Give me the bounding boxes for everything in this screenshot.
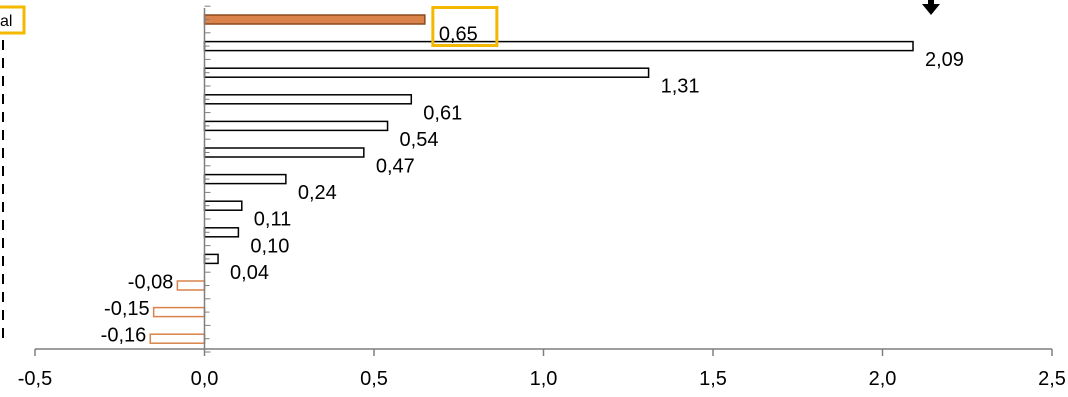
value-label: 1,31 xyxy=(661,76,700,98)
value-label: 0,24 xyxy=(298,182,337,204)
value-label: 0,54 xyxy=(400,129,439,151)
value-label: -0,15 xyxy=(104,298,150,320)
value-labels: 0,65 2,09 1,31 0,61 0,54 0,47 0,24 0,11 0,10 0,04… xyxy=(101,24,964,347)
bars xyxy=(149,14,914,344)
x-tick-label: 2,5 xyxy=(1038,368,1066,390)
x-tick-labels: -0,5 0,0 0,5 1,0 1,5 2,0 2,5 xyxy=(18,368,1066,390)
axes xyxy=(34,5,1053,356)
bar xyxy=(203,120,389,132)
bar xyxy=(203,94,413,105)
x-tick-label: 1,5 xyxy=(699,368,727,390)
bar xyxy=(203,14,426,25)
down-arrow-icon xyxy=(922,4,940,15)
value-label: 0,47 xyxy=(376,156,415,178)
category-callout-box xyxy=(0,5,26,35)
x-tick-label: 0,5 xyxy=(360,368,388,390)
annotations: al xyxy=(0,0,940,345)
down-arrow-icon-shaft xyxy=(928,0,934,5)
bar xyxy=(203,147,365,158)
value-callout-box xyxy=(431,6,499,47)
value-label: 2,09 xyxy=(925,49,964,71)
value-label: -0,16 xyxy=(101,325,147,347)
bar xyxy=(203,40,914,52)
bar xyxy=(152,306,206,318)
value-label: 0,10 xyxy=(250,235,289,257)
bar xyxy=(203,67,650,78)
bar xyxy=(203,227,240,238)
value-label: 0,04 xyxy=(230,262,269,284)
x-tick-label: 1,0 xyxy=(530,368,558,390)
category-label: al xyxy=(0,13,12,30)
value-label: 0,65 xyxy=(439,24,478,46)
value-label: -0,08 xyxy=(128,272,174,294)
value-label: 0,11 xyxy=(254,209,291,231)
x-tick-label: 2,0 xyxy=(869,368,897,390)
bar xyxy=(176,280,206,291)
bar xyxy=(203,173,287,185)
x-tick-label: 0,0 xyxy=(191,368,219,390)
bar xyxy=(203,200,243,211)
x-tick-label: -0,5 xyxy=(18,368,52,390)
bar xyxy=(149,333,206,344)
value-label: 0,61 xyxy=(423,102,462,124)
